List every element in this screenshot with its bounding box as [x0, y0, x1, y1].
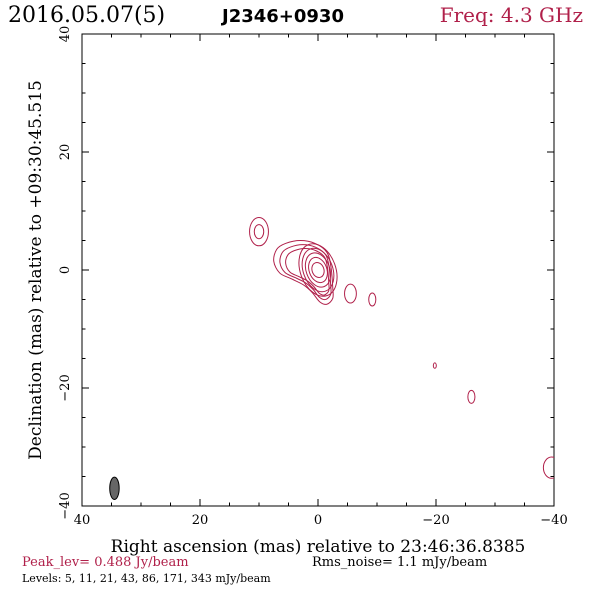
- contour-levels: Levels: 5, 11, 21, 43, 86, 171, 343 mJy/…: [22, 572, 271, 585]
- x-tick-label: 0: [314, 513, 322, 528]
- contour-jet: [285, 247, 330, 296]
- peak-level: Peak_lev= 0.488 Jy/beam: [22, 555, 189, 570]
- contour-north-blob: [249, 216, 269, 247]
- x-tick-label: −20: [422, 513, 449, 528]
- beam-group: [109, 476, 120, 501]
- x-tick-label: 20: [192, 513, 209, 528]
- source-name: J2346+0930: [220, 6, 344, 27]
- y-tick-label: 20: [58, 144, 73, 161]
- y-axis-label: Declination (mas) relative to +09:30:45.…: [26, 80, 46, 460]
- contour-jet: [279, 244, 332, 301]
- plot-frame: [81, 33, 555, 507]
- contour-blob-south: [467, 389, 476, 404]
- y-tick-labels: −40 −20 0 20 40: [58, 26, 73, 520]
- x-tick-label: 40: [74, 513, 91, 528]
- contour-core: [308, 256, 328, 284]
- contour-group: [249, 216, 554, 479]
- contour-edge-blob: [542, 456, 554, 479]
- restoring-beam: [109, 476, 120, 501]
- x-tick-label: −40: [540, 513, 567, 528]
- rms-noise: Rms_noise= 1.1 mJy/beam: [312, 555, 487, 570]
- contour-blob-far: [368, 292, 377, 307]
- y-tick-label: −40: [58, 492, 73, 519]
- y-tick-label: 40: [58, 26, 73, 43]
- contour-core: [311, 262, 325, 278]
- x-tick-labels: 40 20 0 −20 −40: [74, 513, 568, 528]
- y-tick-label: −20: [58, 374, 73, 401]
- epoch-label: 2016.05.07(5): [8, 3, 165, 28]
- x-axis-label: Right ascension (mas) relative to 23:46:…: [111, 537, 526, 557]
- contour-blob-small: [432, 362, 437, 369]
- contour-blob-east: [344, 283, 357, 304]
- y-tick-label: 0: [58, 266, 73, 274]
- axis-ticks: [81, 33, 555, 507]
- contour-jet: [273, 239, 334, 305]
- contour-core: [298, 243, 338, 297]
- frequency-label: Freq: 4.3 GHz: [440, 3, 583, 27]
- contour-north-blob: [253, 224, 265, 240]
